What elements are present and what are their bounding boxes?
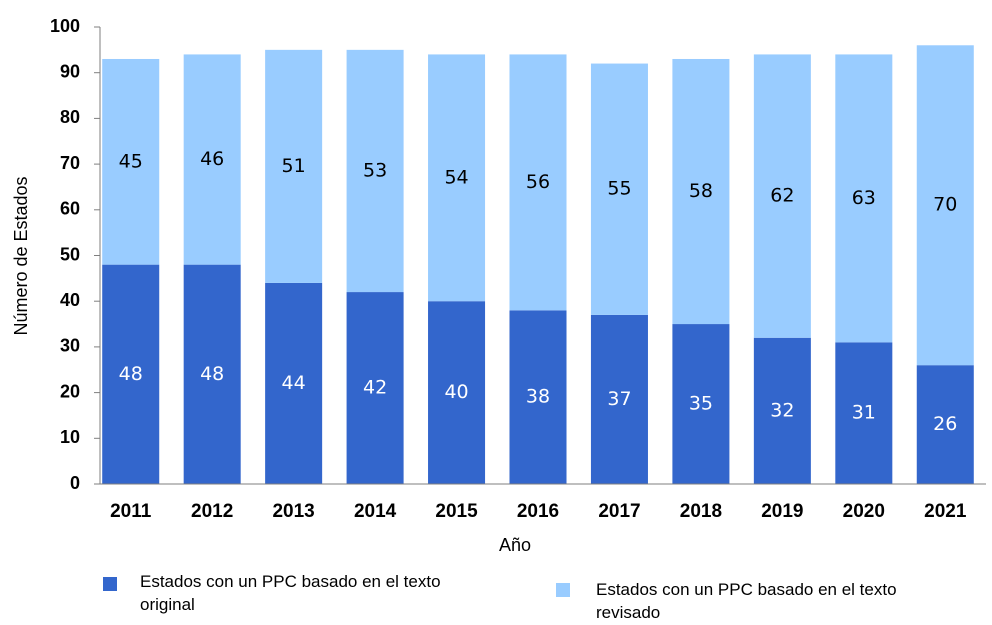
data-label: 54: [444, 166, 468, 188]
data-label: 56: [526, 171, 550, 193]
y-tick-label: 100: [50, 16, 80, 36]
bar-segment: [753, 54, 811, 338]
y-tick-label: 20: [60, 381, 80, 401]
bar-segment: [102, 264, 160, 484]
data-label: 37: [607, 388, 631, 410]
x-tick-label: 2013: [272, 501, 314, 522]
x-tick-label: 2014: [354, 501, 397, 522]
x-tick-label: 2020: [843, 501, 885, 522]
y-tick-label: 80: [60, 107, 80, 127]
bar-segment: [346, 292, 404, 484]
data-label: 45: [119, 150, 143, 172]
x-axis-title: Año: [499, 535, 531, 555]
bar-segment: [183, 54, 241, 265]
x-tick-label: 2019: [761, 501, 803, 522]
legend-swatch: [103, 577, 117, 591]
bar-segment: [428, 301, 486, 484]
data-label: 26: [933, 413, 957, 435]
data-label: 35: [689, 393, 713, 415]
data-label: 32: [770, 399, 794, 421]
bar-segment: [590, 63, 648, 315]
data-label: 63: [852, 187, 876, 209]
x-tick-label: 2017: [598, 501, 640, 522]
data-label: 48: [119, 363, 143, 385]
bar-segment: [916, 365, 974, 484]
y-tick-label: 30: [60, 336, 80, 356]
y-tick-label: 40: [60, 290, 80, 310]
legend-swatch: [556, 583, 570, 597]
data-label: 38: [526, 386, 550, 408]
data-label: 58: [689, 180, 713, 202]
bar-segment: [509, 310, 567, 484]
data-label: 31: [852, 402, 876, 424]
data-label: 55: [607, 178, 631, 200]
bar-segment: [183, 264, 241, 484]
data-label: 48: [200, 363, 224, 385]
data-label: 70: [933, 194, 957, 216]
y-tick-label: 90: [60, 61, 80, 81]
data-label: 40: [444, 381, 468, 403]
data-label: 42: [363, 377, 387, 399]
x-tick-label: 2011: [110, 501, 152, 522]
bar-segment: [102, 58, 160, 265]
data-label: 44: [282, 372, 306, 394]
bar-segment: [346, 49, 404, 293]
legend-label: Estados con un PPC basado en el texto or…: [140, 572, 441, 614]
data-label: 51: [282, 155, 306, 177]
data-label: 46: [200, 148, 224, 170]
bar-segment: [672, 324, 730, 484]
y-tick-label: 70: [60, 153, 80, 173]
y-tick-label: 0: [70, 473, 80, 493]
x-tick-label: 2016: [517, 501, 559, 522]
y-tick-label: 50: [60, 244, 80, 264]
y-tick-label: 60: [60, 199, 80, 219]
bar-segment: [835, 342, 893, 484]
bar-segment: [672, 58, 730, 325]
bar-segment: [916, 45, 974, 366]
y-axis-title: Número de Estados: [11, 176, 31, 335]
data-label: 53: [363, 159, 387, 181]
x-tick-label: 2021: [924, 501, 967, 522]
bar-segment: [753, 337, 811, 484]
x-tick-label: 2012: [191, 501, 233, 522]
legend-label: Estados con un PPC basado en el texto re…: [596, 580, 897, 622]
bar-segment: [265, 282, 323, 484]
y-tick-label: 10: [60, 427, 80, 447]
bar-segment: [509, 54, 567, 311]
bar-segment: [265, 49, 323, 283]
bar-segment: [835, 54, 893, 343]
bar-segment: [428, 54, 486, 302]
bar-segment: [590, 314, 648, 484]
x-tick-label: 2018: [680, 501, 722, 522]
data-label: 62: [770, 185, 794, 207]
x-tick-label: 2015: [435, 501, 478, 522]
